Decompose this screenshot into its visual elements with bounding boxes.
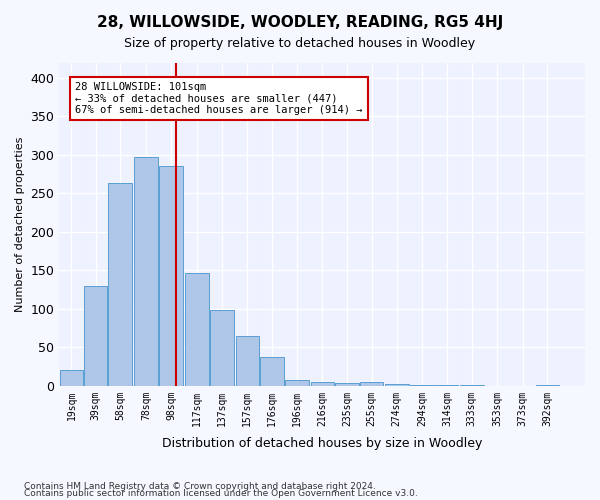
Bar <box>185 272 209 386</box>
Text: Size of property relative to detached houses in Woodley: Size of property relative to detached ho… <box>124 38 476 51</box>
Bar <box>385 384 409 386</box>
Text: Contains public sector information licensed under the Open Government Licence v3: Contains public sector information licen… <box>24 490 418 498</box>
X-axis label: Distribution of detached houses by size in Woodley: Distribution of detached houses by size … <box>162 437 482 450</box>
Text: 28 WILLOWSIDE: 101sqm
← 33% of detached houses are smaller (447)
67% of semi-det: 28 WILLOWSIDE: 101sqm ← 33% of detached … <box>75 82 362 115</box>
Bar <box>335 384 359 386</box>
Bar <box>260 358 284 386</box>
Bar <box>361 382 383 386</box>
Y-axis label: Number of detached properties: Number of detached properties <box>15 136 25 312</box>
Bar <box>134 157 158 386</box>
Bar <box>460 385 484 386</box>
Bar <box>311 382 334 386</box>
Bar <box>159 166 184 386</box>
Bar <box>210 310 235 386</box>
Bar <box>60 370 83 386</box>
Bar <box>536 385 559 386</box>
Bar <box>436 385 458 386</box>
Bar <box>108 182 133 386</box>
Text: Contains HM Land Registry data © Crown copyright and database right 2024.: Contains HM Land Registry data © Crown c… <box>24 482 376 491</box>
Bar <box>285 380 310 386</box>
Bar <box>236 336 259 386</box>
Bar <box>84 286 107 386</box>
Text: 28, WILLOWSIDE, WOODLEY, READING, RG5 4HJ: 28, WILLOWSIDE, WOODLEY, READING, RG5 4H… <box>97 15 503 30</box>
Bar <box>410 385 434 386</box>
